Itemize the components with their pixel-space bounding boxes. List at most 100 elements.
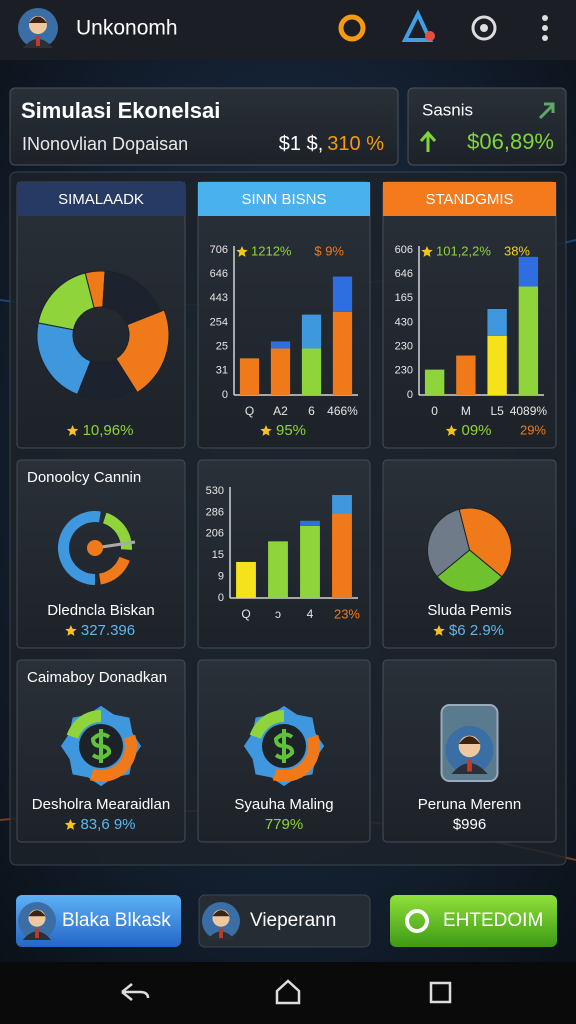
y-tick-label: 286 — [206, 506, 224, 518]
button-icon — [405, 909, 429, 933]
bar — [456, 355, 476, 395]
bar — [332, 276, 353, 312]
summary-title: Simulasi Ekonelsai — [21, 98, 220, 123]
avatar-tie — [36, 36, 40, 46]
button[interactable] — [16, 895, 181, 947]
bar — [332, 311, 353, 395]
y-tick-label: 706 — [210, 244, 228, 256]
x-tick-label: 4 — [307, 607, 314, 621]
card: Peruna Merenn $996 — [382, 659, 557, 843]
y-tick-label: 206 — [206, 528, 224, 540]
stat-value: $06,89% — [467, 129, 554, 154]
card: Donoolcy Cannin Dledncla Biskan 327.396 — [16, 459, 186, 649]
bar — [239, 358, 260, 395]
card-header-label: SIMALAADK — [58, 191, 144, 208]
bar — [270, 341, 291, 349]
avatar-tie — [467, 759, 472, 772]
star-icon — [433, 625, 445, 636]
star-icon — [64, 819, 77, 830]
app-title: Unkonomh — [76, 17, 178, 40]
bar — [300, 520, 320, 526]
star-icon — [260, 425, 272, 436]
up-arrow — [419, 130, 437, 152]
card-caption: 10,96% — [83, 422, 134, 439]
y-tick-label: 254 — [210, 316, 228, 328]
y-tick-label: 646 — [395, 268, 413, 280]
summary-subtitle: INonovlian Dopaisan — [22, 134, 188, 154]
bar — [332, 513, 352, 598]
segment — [458, 507, 512, 578]
card: STANDGMIS 606 646 165 430 230 230 0 101,2,2% 38% 0… — [382, 181, 557, 449]
y-tick-label: 230 — [395, 365, 413, 377]
icon-button[interactable] — [401, 9, 434, 42]
card-title: Donoolcy Cannin — [27, 469, 141, 486]
bar — [518, 256, 539, 287]
avatar — [18, 8, 58, 48]
bar — [300, 525, 320, 598]
segment — [115, 309, 170, 394]
icon-button[interactable] — [338, 14, 366, 42]
card: 530 286 206 15 9 0 Q ɔ 4 23% — [197, 459, 371, 649]
card: Sluda Pemis $6 2.9% — [382, 459, 557, 649]
y-tick-label: 530 — [206, 485, 224, 497]
bar — [424, 369, 445, 395]
x-tick-label: M — [461, 404, 471, 418]
segment — [37, 272, 95, 331]
icon-button[interactable] — [471, 15, 497, 41]
star-icon — [236, 246, 248, 257]
button-label: Blaka Blkask — [62, 910, 171, 931]
avatar-hair — [28, 910, 46, 917]
summary-amount: $1 $, 310 % — [279, 133, 384, 155]
avatar — [202, 902, 240, 940]
card-label: Sluda Pemis — [427, 602, 511, 619]
star-icon — [66, 425, 79, 436]
menu-button[interactable] — [542, 15, 548, 41]
y-tick-label: 0 — [218, 592, 224, 604]
x-tick-label: 0 — [431, 404, 438, 418]
top-label: 101,2,2% — [436, 243, 491, 258]
card-caption: 83,6 9% — [80, 816, 135, 833]
button-label: EHTEDOIM — [443, 910, 543, 931]
card: SIMALAADK 10,96% — [16, 181, 186, 449]
button[interactable] — [198, 894, 371, 948]
gear-accent — [272, 734, 321, 783]
y-tick-label: 430 — [395, 316, 413, 328]
button[interactable] — [390, 895, 557, 947]
avatar-hair — [29, 16, 47, 23]
bar — [487, 308, 507, 336]
card: SINN BISNS 706 646 443 254 25 31 0 1212% $ 9% Q A2 6… — [197, 181, 371, 449]
gauge-arc — [103, 512, 132, 550]
y-tick-label: 25 — [216, 341, 228, 353]
cards: SIMALAADK 10,96% SINN BISNS 706 646 443 254 25 3… — [16, 181, 557, 843]
star-icon — [445, 425, 458, 436]
note-label: 29% — [520, 422, 546, 437]
summary-card — [9, 87, 399, 166]
bar — [487, 335, 507, 395]
bar — [301, 348, 322, 395]
x-tick-label: 6 — [308, 404, 315, 418]
nav-back[interactable] — [121, 983, 150, 1001]
y-tick-label: 0 — [222, 389, 228, 401]
bar — [268, 541, 288, 598]
note-label: 23% — [334, 606, 360, 621]
y-tick-label: 443 — [210, 292, 228, 304]
card-header-label: SINN BISNS — [241, 191, 326, 208]
x-tick-label: 466% — [327, 404, 358, 418]
card-title: Caimaboy Donadkan — [27, 669, 167, 686]
stat-card — [407, 87, 567, 166]
app-bar — [0, 0, 576, 60]
amount: $1 $, — [279, 133, 323, 155]
nav-home[interactable] — [275, 979, 301, 1005]
x-tick-label: 4089% — [510, 404, 548, 418]
bar — [270, 348, 291, 395]
gauge-arc — [99, 556, 130, 585]
x-tick-label: L5 — [490, 404, 504, 418]
avatar-tie — [219, 928, 223, 939]
avatar-hair — [212, 910, 230, 917]
icon-dot — [480, 24, 488, 32]
x-tick-label: Q — [241, 607, 250, 621]
nav-recent[interactable] — [429, 981, 452, 1004]
card-label: Peruna Merenn — [418, 796, 521, 813]
